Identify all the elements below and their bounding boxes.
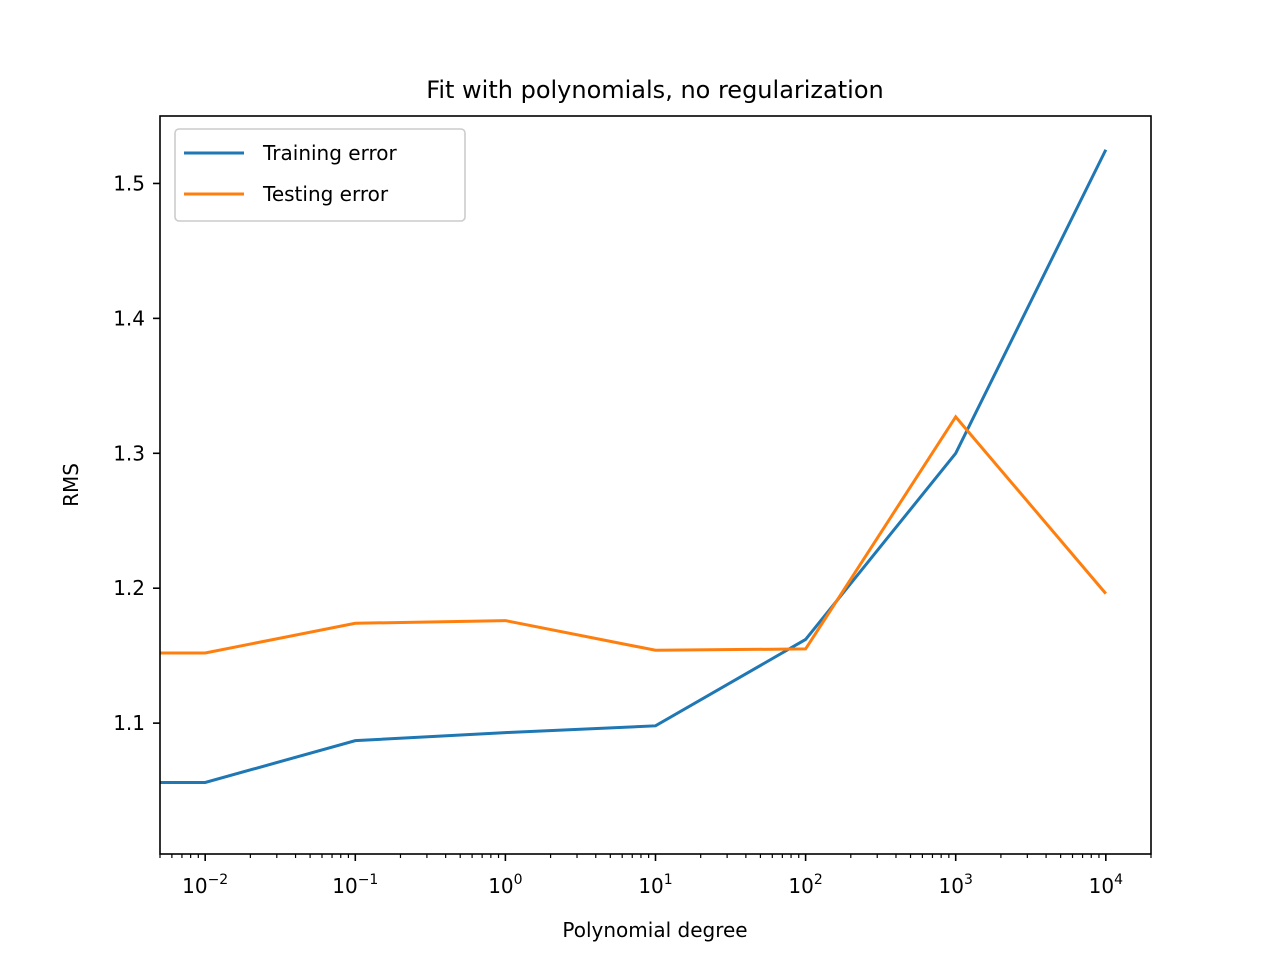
x-tick-label-4: 102 bbox=[788, 872, 822, 898]
y-tick-label-3: 1.4 bbox=[113, 306, 145, 330]
x-axis: 10−2 10−1 100 101 102 103 104 bbox=[159, 854, 1152, 898]
y-tick-label-2: 1.3 bbox=[113, 441, 145, 465]
x-tick-label-0: 10−2 bbox=[182, 872, 228, 898]
x-tick-label-6: 104 bbox=[1089, 872, 1123, 898]
x-tick-label-2: 100 bbox=[488, 872, 522, 898]
x-tick-label-3: 101 bbox=[638, 872, 672, 898]
series-line-1 bbox=[160, 414, 1107, 655]
y-axis-label: RMS bbox=[59, 463, 83, 507]
y-tick-label-1: 1.2 bbox=[113, 576, 145, 600]
y-axis: 1.1 1.2 1.3 1.4 1.5 bbox=[113, 171, 160, 735]
y-tick-label-4: 1.5 bbox=[113, 171, 145, 195]
legend-box bbox=[174, 128, 466, 222]
legend: Training error Testing error bbox=[174, 128, 466, 222]
x-tick-label-1: 10−1 bbox=[332, 872, 378, 898]
x-axis-label: Polynomial degree bbox=[562, 918, 747, 942]
legend-label-1: Testing error bbox=[262, 182, 389, 206]
series-layer bbox=[160, 149, 1108, 784]
legend-label-0: Training error bbox=[262, 141, 397, 165]
y-tick-label-0: 1.1 bbox=[113, 711, 145, 735]
x-tick-label-5: 103 bbox=[939, 872, 973, 898]
chart-title: Fit with polynomials, no regularization bbox=[426, 76, 883, 104]
series-line-0 bbox=[160, 149, 1108, 784]
